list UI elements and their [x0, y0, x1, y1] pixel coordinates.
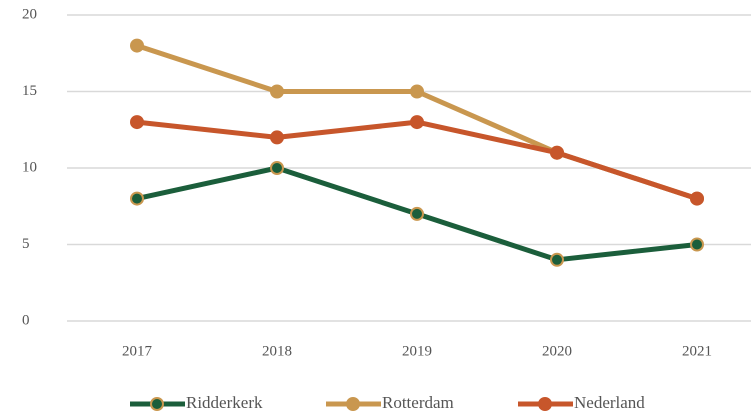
series-marker	[130, 191, 144, 206]
legend-label: Nederland	[574, 393, 645, 412]
series-marker	[130, 115, 144, 130]
series-marker	[410, 115, 424, 130]
series-marker	[270, 130, 284, 145]
x-tick-label: 2021	[682, 343, 712, 359]
y-tick-label: 5	[22, 236, 30, 252]
y-tick-label: 0	[22, 312, 30, 328]
x-tick-label: 2018	[262, 343, 292, 359]
series-marker	[410, 84, 424, 99]
series-marker	[550, 145, 564, 160]
series-marker	[270, 161, 284, 175]
series-marker	[690, 191, 704, 206]
series-marker	[410, 206, 424, 221]
x-tick-label: 2017	[122, 343, 153, 359]
y-tick-label: 20	[22, 6, 37, 22]
legend-label: Rotterdam	[382, 393, 454, 412]
series-marker	[130, 38, 144, 53]
x-tick-label: 2020	[542, 343, 572, 359]
legend-marker	[150, 397, 164, 411]
series-marker	[270, 84, 284, 99]
y-tick-label: 15	[22, 83, 37, 99]
x-tick-label: 2019	[402, 343, 432, 359]
legend-marker	[538, 397, 552, 411]
series-line	[136, 119, 698, 201]
series-marker	[550, 252, 564, 267]
y-tick-label: 10	[22, 159, 37, 175]
legend-marker	[346, 397, 360, 411]
legend-label: Ridderkerk	[186, 393, 263, 412]
series-marker	[690, 237, 704, 252]
